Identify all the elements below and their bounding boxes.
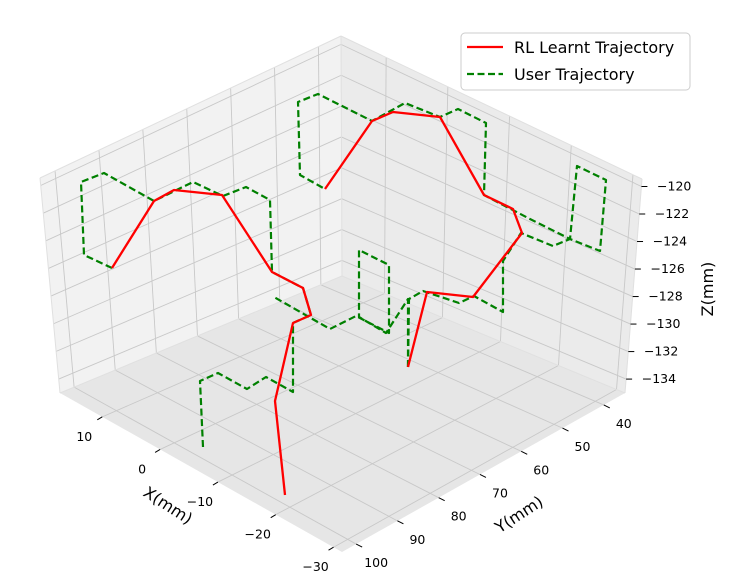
x-grid-line xyxy=(558,145,572,366)
z-grid-line xyxy=(341,167,633,297)
x-tick-label: −10 xyxy=(187,494,213,509)
legend-label-rl: RL Learnt Trajectory xyxy=(514,38,674,57)
y-grid-line xyxy=(186,108,198,336)
pane-edge xyxy=(39,177,61,394)
z-grid-line xyxy=(48,136,342,269)
y-tick-label: 100 xyxy=(364,555,388,570)
legend-label-user: User Trajectory xyxy=(514,65,635,84)
z-grid-line xyxy=(340,43,642,187)
y-grid-line xyxy=(317,46,322,285)
rl-trajectory-line xyxy=(111,188,313,496)
x-tick xyxy=(97,416,103,421)
y-grid-line xyxy=(230,88,240,319)
z-tick-label: −124 xyxy=(653,234,687,249)
pane-edge xyxy=(59,275,343,394)
legend-box xyxy=(460,32,691,91)
y-tick xyxy=(603,404,610,409)
x-tick-label: −30 xyxy=(302,559,328,574)
z-axis-label: Z(mm) xyxy=(698,262,717,317)
z-grid-line xyxy=(53,198,342,325)
back-right-pane xyxy=(341,36,642,393)
y-grid-line xyxy=(238,318,522,452)
x-tick xyxy=(270,514,276,519)
y-tick-label: 90 xyxy=(409,532,425,547)
pane-edge xyxy=(624,178,643,394)
y-grid-line xyxy=(156,352,439,499)
pane-edge xyxy=(340,35,643,180)
y-tick xyxy=(562,427,569,432)
y-tick-label: 60 xyxy=(533,462,549,477)
z-grid-line xyxy=(50,167,342,297)
y-tick-label: 40 xyxy=(616,416,632,431)
y-tick xyxy=(438,497,445,502)
pane-edge xyxy=(341,275,626,394)
y-tick xyxy=(355,543,363,548)
z-tick-label: −122 xyxy=(655,206,689,221)
rl-trajectory-line xyxy=(324,110,524,368)
x-tick-label: 10 xyxy=(76,429,92,444)
y-tick-label: 50 xyxy=(575,439,591,454)
x-tick-label: −20 xyxy=(245,527,271,542)
pane-edge xyxy=(340,35,343,277)
back-left-pane xyxy=(40,36,342,393)
z-grid-line xyxy=(43,74,342,214)
y-grid-line xyxy=(115,369,398,522)
y-tick-label: 70 xyxy=(492,485,508,500)
y-grid-line xyxy=(98,150,116,371)
x-tick xyxy=(154,449,161,453)
y-grid-line xyxy=(54,170,75,388)
z-grid-line xyxy=(341,105,638,242)
z-tick-label: −128 xyxy=(648,289,682,304)
series-group xyxy=(79,92,608,496)
floor-pane xyxy=(60,276,625,552)
z-tick-label: −134 xyxy=(642,371,676,386)
axes-panes xyxy=(40,36,642,552)
x-grid-line xyxy=(442,86,449,318)
y-grid-line xyxy=(320,284,604,406)
z-grid-line xyxy=(45,105,342,242)
z-grid-line xyxy=(341,198,631,325)
user-trajectory-line xyxy=(79,171,313,448)
z-tick-label: −120 xyxy=(657,178,691,193)
pane-edge xyxy=(39,35,342,179)
x-grid-line xyxy=(616,174,634,390)
x-grid-line xyxy=(333,389,617,548)
z-tick-label: −130 xyxy=(646,316,680,331)
x-grid-line xyxy=(217,341,501,483)
y-tick xyxy=(521,450,528,455)
y-tick-label: 80 xyxy=(451,509,467,524)
user-trajectory-line xyxy=(273,248,410,367)
y-grid-line xyxy=(73,386,357,545)
z-grid-line xyxy=(341,229,629,352)
x-grid-line xyxy=(102,293,385,418)
y-grid-line xyxy=(142,129,157,354)
z-grid-line xyxy=(40,43,342,186)
x-grid-line xyxy=(384,57,387,294)
axis-ticks: 100−10−20−30405060708090100−120−122−124−… xyxy=(76,178,691,574)
y-tick xyxy=(479,474,487,478)
y-grid-line xyxy=(274,67,281,302)
z-grid-line xyxy=(341,136,636,270)
z-grid-line xyxy=(58,259,343,380)
y-grid-line xyxy=(197,335,481,475)
legend: RL Learnt Trajectory User Trajectory xyxy=(460,32,691,91)
y-grid-line xyxy=(279,301,563,429)
y-tick xyxy=(397,520,404,525)
x-tick-label: 0 xyxy=(138,461,146,476)
z-tick-label: −132 xyxy=(644,344,678,359)
x-tick xyxy=(212,481,219,486)
z-grid-line xyxy=(55,229,342,352)
x-grid-line xyxy=(275,365,559,516)
z-tick-label: −126 xyxy=(651,261,685,276)
z-grid-line xyxy=(340,74,640,215)
pane-edges xyxy=(39,35,643,394)
x-grid-line xyxy=(159,317,443,450)
x-tick xyxy=(328,546,334,551)
grid-lines xyxy=(40,43,642,548)
